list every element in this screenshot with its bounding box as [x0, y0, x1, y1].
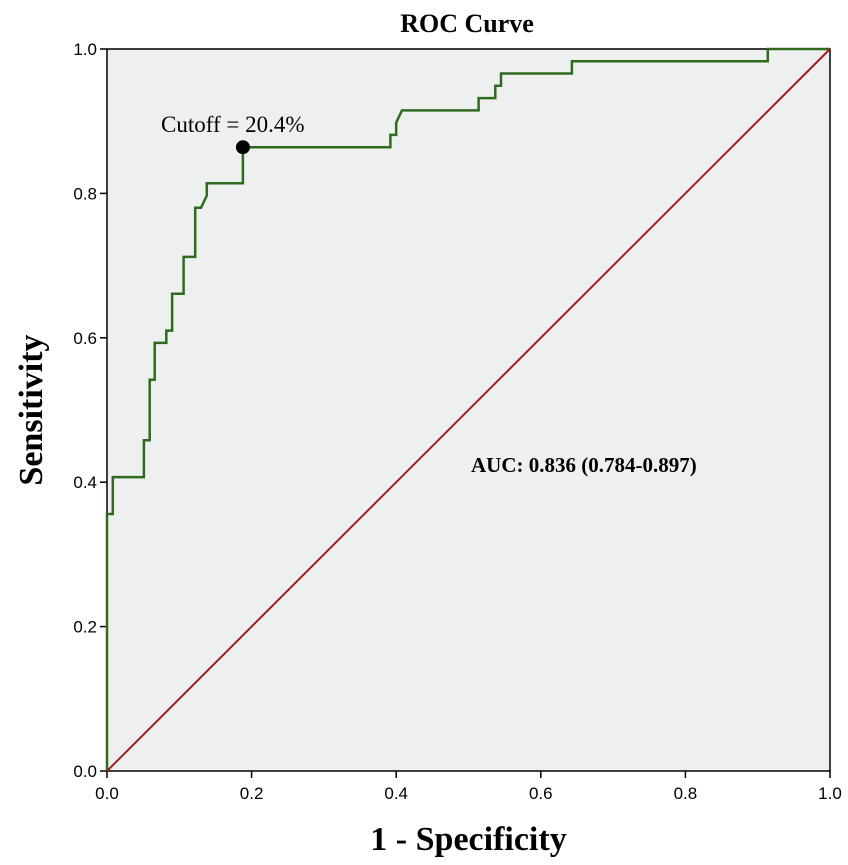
- x-axis-label: 1 - Specificity: [370, 821, 566, 858]
- x-tick-label: 0.2: [240, 784, 264, 803]
- series-layer: [105, 47, 831, 772]
- x-tick-label: 1.0: [818, 784, 842, 803]
- roc-curve-line: [105, 47, 830, 771]
- auc-annotation: AUC: 0.836 (0.784-0.897): [471, 453, 697, 477]
- chart-title: ROC Curve: [400, 9, 534, 38]
- y-axis: 0.0 0.2 0.4 0.6 0.8 1.0: [73, 40, 107, 781]
- y-axis-label: Sensitivity: [13, 334, 50, 485]
- cutoff-marker: [235, 140, 250, 155]
- y-tick-label: 1.0: [73, 40, 97, 59]
- reference-diagonal-line: [106, 48, 831, 772]
- x-axis: 0.0 0.2 0.4 0.6 0.8 1.0: [95, 771, 842, 803]
- y-tick-label: 0.6: [73, 329, 97, 348]
- x-tick-label: 0.0: [95, 784, 119, 803]
- x-tick-label: 0.4: [384, 784, 408, 803]
- x-tick-label: 0.8: [674, 784, 698, 803]
- y-tick-label: 0.0: [73, 762, 97, 781]
- x-tick-label: 0.6: [529, 784, 553, 803]
- y-tick-label: 0.4: [73, 473, 97, 492]
- y-tick-label: 0.2: [73, 618, 97, 637]
- cutoff-annotation: Cutoff = 20.4%: [161, 112, 305, 137]
- y-tick-label: 0.8: [73, 184, 97, 203]
